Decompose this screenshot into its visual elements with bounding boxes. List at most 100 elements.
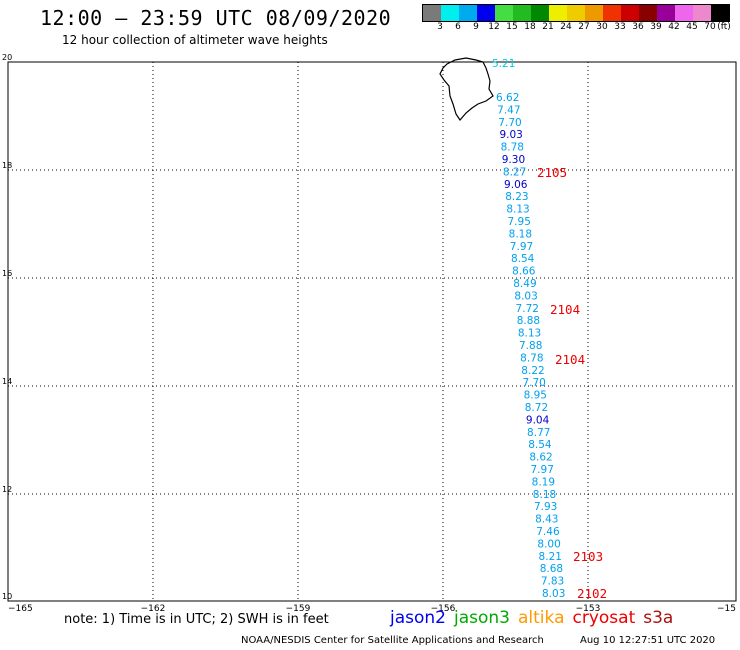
swh-value: 8.88	[517, 315, 540, 327]
colorbar-label: 24	[560, 22, 572, 32]
longitude-label: −153	[576, 604, 601, 614]
swh-value: 8.68	[540, 563, 563, 575]
swh-value: 8.49	[513, 278, 536, 290]
swh-value: 8.21	[539, 551, 562, 563]
latitude-label: 16	[2, 269, 12, 278]
swh-value: 7.95	[508, 216, 531, 228]
longitude-label: −15	[717, 604, 736, 614]
swh-value: 8.66	[512, 266, 536, 278]
swh-value: 8.18	[509, 228, 532, 240]
colorbar-swatch	[531, 5, 549, 21]
colorbar-swatch	[495, 5, 513, 21]
colorbar-label: 18	[524, 22, 536, 32]
swh-value: 9.04	[526, 414, 550, 426]
colorbar-swatch	[459, 5, 477, 21]
swh-value: 7.47	[497, 104, 520, 116]
colorbar-swatch	[693, 5, 711, 21]
swh-value: 8.72	[525, 402, 548, 414]
colorbar-labels: 3 6 9 12 15 18 21 24 27 30 33 36 39 42 45 70 (ft)	[422, 22, 740, 34]
colorbar-swatch	[711, 5, 729, 21]
colorbar-swatch	[675, 5, 693, 21]
colorbar-label: 30	[596, 22, 608, 32]
legend-item: altika	[518, 608, 565, 628]
colorbar-swatch	[441, 5, 459, 21]
latitude-label: 12	[2, 485, 12, 494]
colorbar-label: 70	[704, 22, 716, 32]
swh-value: 8.13	[506, 204, 529, 216]
axis-labels: 20 18 16 14 12 10 −165 −162 −159 −156 −153 −15	[2, 53, 736, 614]
colorbar-label: (ft)	[717, 22, 731, 32]
colorbar-swatch	[603, 5, 621, 21]
swh-value: 8.43	[535, 514, 558, 526]
credit-line: NOAA/NESDIS Center for Satellite Applica…	[241, 635, 544, 646]
swh-value: 5.21	[492, 58, 515, 70]
swh-value: 9.03	[499, 129, 522, 141]
colorbar-label: 3	[437, 22, 443, 32]
pass-number-label: 2104	[555, 352, 585, 367]
pass-number-label: 2102	[577, 586, 607, 601]
colorbar-label: 42	[668, 22, 680, 32]
footer-note: note: 1) Time is in UTC; 2) SWH is in fe…	[64, 612, 329, 627]
generation-timestamp: Aug 10 12:27:51 UTC 2020	[580, 635, 716, 646]
swh-value: 7.70	[522, 377, 545, 389]
hawaii-coastline	[439, 57, 494, 121]
swh-value: 8.23	[505, 191, 528, 203]
colorbar-label: 21	[542, 22, 554, 32]
colorbar-label: 9	[473, 22, 479, 32]
swh-value: 7.97	[510, 241, 533, 253]
swh-value: 8.00	[537, 538, 560, 550]
colorbar-swatch	[621, 5, 639, 21]
lat-lon-grid	[7, 61, 737, 602]
colorbar-swatch	[513, 5, 531, 21]
map-subtitle: 12 hour collection of altimeter wave hei…	[62, 33, 328, 47]
latitude-label: 20	[2, 53, 12, 62]
colorbar-swatch	[585, 5, 603, 21]
wave-height-points: 5.216.627.477.709.038.789.308.279.068.23…	[492, 58, 565, 600]
big-island-outline	[439, 57, 494, 121]
pass-number-label: 2104	[550, 302, 580, 317]
latitude-label: 18	[2, 161, 12, 170]
latitude-label: 14	[2, 377, 12, 386]
pass-labels: 2105 2104 2104 2103 2102	[537, 165, 607, 601]
swh-value: 6.62	[496, 92, 519, 104]
colorbar-label: 36	[632, 22, 644, 32]
swh-value: 7.83	[541, 576, 564, 588]
colorbar-label: 45	[686, 22, 698, 32]
pass-number-label: 2103	[573, 549, 603, 564]
swh-value: 8.03	[542, 588, 565, 600]
satellite-legend: jason2 jason3 altika cryosat s3a	[390, 608, 681, 628]
colorbar-label: 12	[488, 22, 500, 32]
longitude-label: −159	[286, 604, 311, 614]
pass-number-label: 2105	[537, 165, 567, 180]
colorbar-label: 33	[614, 22, 626, 32]
swh-value: 8.03	[514, 290, 537, 302]
colorbar-label: 6	[455, 22, 461, 32]
longitude-label: −162	[141, 604, 166, 614]
map-title: 12:00 – 23:59 UTC 08/09/2020	[40, 6, 392, 30]
latitude-label: 10	[2, 592, 12, 601]
swh-value: 7.46	[536, 526, 560, 538]
colorbar-label: 15	[506, 22, 518, 32]
swh-value: 8.54	[511, 253, 535, 265]
colorbar-swatch	[567, 5, 585, 21]
legend-item: s3a	[643, 608, 674, 628]
swh-value: 7.88	[519, 340, 542, 352]
colorbar-swatch	[657, 5, 675, 21]
swh-value: 7.72	[516, 303, 539, 315]
longitude-label: −156	[431, 604, 456, 614]
colorbar-label: 39	[650, 22, 662, 32]
swh-value: 7.70	[498, 117, 521, 129]
map-frame	[7, 61, 737, 602]
swh-value: 8.77	[527, 427, 550, 439]
swh-value: 8.13	[518, 328, 541, 340]
swh-value: 8.19	[532, 476, 555, 488]
colorbar-label: 27	[578, 22, 590, 32]
colorbar-swatch	[477, 5, 495, 21]
swh-value: 7.93	[534, 501, 557, 513]
swh-value: 8.27	[503, 166, 526, 178]
legend-item: jason2	[390, 608, 446, 628]
colorbar-swatch	[639, 5, 657, 21]
swh-value: 8.95	[524, 390, 547, 402]
swh-value: 9.30	[502, 154, 525, 166]
